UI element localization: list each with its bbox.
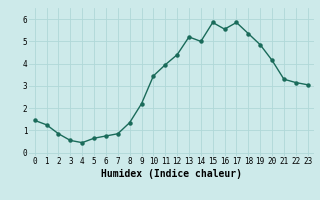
- X-axis label: Humidex (Indice chaleur): Humidex (Indice chaleur): [101, 169, 242, 179]
